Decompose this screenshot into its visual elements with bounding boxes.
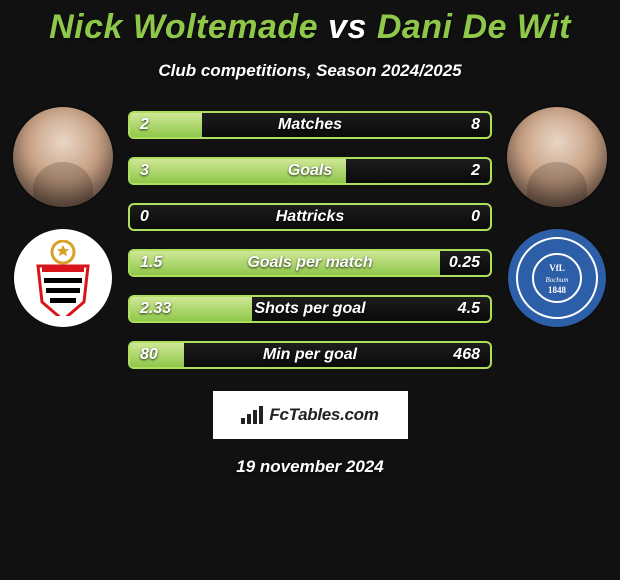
stat-label: Hattricks [130, 208, 490, 226]
bars-icon [241, 406, 263, 424]
stats-column: 2Matches83Goals20Hattricks01.5Goals per … [128, 107, 492, 369]
svg-text:1848: 1848 [548, 285, 567, 295]
subtitle: Club competitions, Season 2024/2025 [0, 61, 620, 81]
stat-value-right: 2 [471, 162, 480, 180]
vfb-crest-icon [28, 240, 98, 316]
stat-row: 80Min per goal468 [128, 341, 492, 369]
brand-badge: FcTables.com [213, 391, 408, 439]
stat-value-right: 0 [471, 208, 480, 226]
svg-text:Bochum: Bochum [546, 276, 569, 284]
player2-name: Dani De Wit [377, 8, 571, 46]
comparison-card: Nick Woltemade vs Dani De Wit Club compe… [0, 0, 620, 580]
stat-row: 2.33Shots per goal4.5 [128, 295, 492, 323]
player1-name: Nick Woltemade [49, 8, 318, 46]
stat-label: Matches [130, 116, 490, 134]
stat-value-right: 468 [453, 346, 480, 364]
stat-row: 0Hattricks0 [128, 203, 492, 231]
right-side-column: VfL Bochum 1848 [502, 107, 612, 327]
player2-avatar [507, 107, 607, 207]
stat-label: Goals per match [130, 254, 490, 272]
left-side-column [8, 107, 118, 327]
stat-value-right: 0.25 [449, 254, 480, 272]
stat-label: Goals [130, 162, 490, 180]
stat-value-right: 8 [471, 116, 480, 134]
stat-row: 2Matches8 [128, 111, 492, 139]
vs-label: vs [328, 8, 367, 46]
bochum-crest-icon: VfL Bochum 1848 [514, 235, 600, 321]
stat-value-right: 4.5 [458, 300, 480, 318]
stat-label: Min per goal [130, 346, 490, 364]
brand-text: FcTables.com [269, 405, 378, 425]
club-logo-left [14, 229, 112, 327]
stat-row: 3Goals2 [128, 157, 492, 185]
player1-avatar [13, 107, 113, 207]
stat-label: Shots per goal [130, 300, 490, 318]
svg-text:VfL: VfL [549, 263, 565, 273]
date-label: 19 november 2024 [0, 457, 620, 477]
stat-row: 1.5Goals per match0.25 [128, 249, 492, 277]
main-row: 2Matches83Goals20Hattricks01.5Goals per … [0, 107, 620, 369]
page-title: Nick Woltemade vs Dani De Wit [0, 8, 620, 47]
club-logo-right: VfL Bochum 1848 [508, 229, 606, 327]
